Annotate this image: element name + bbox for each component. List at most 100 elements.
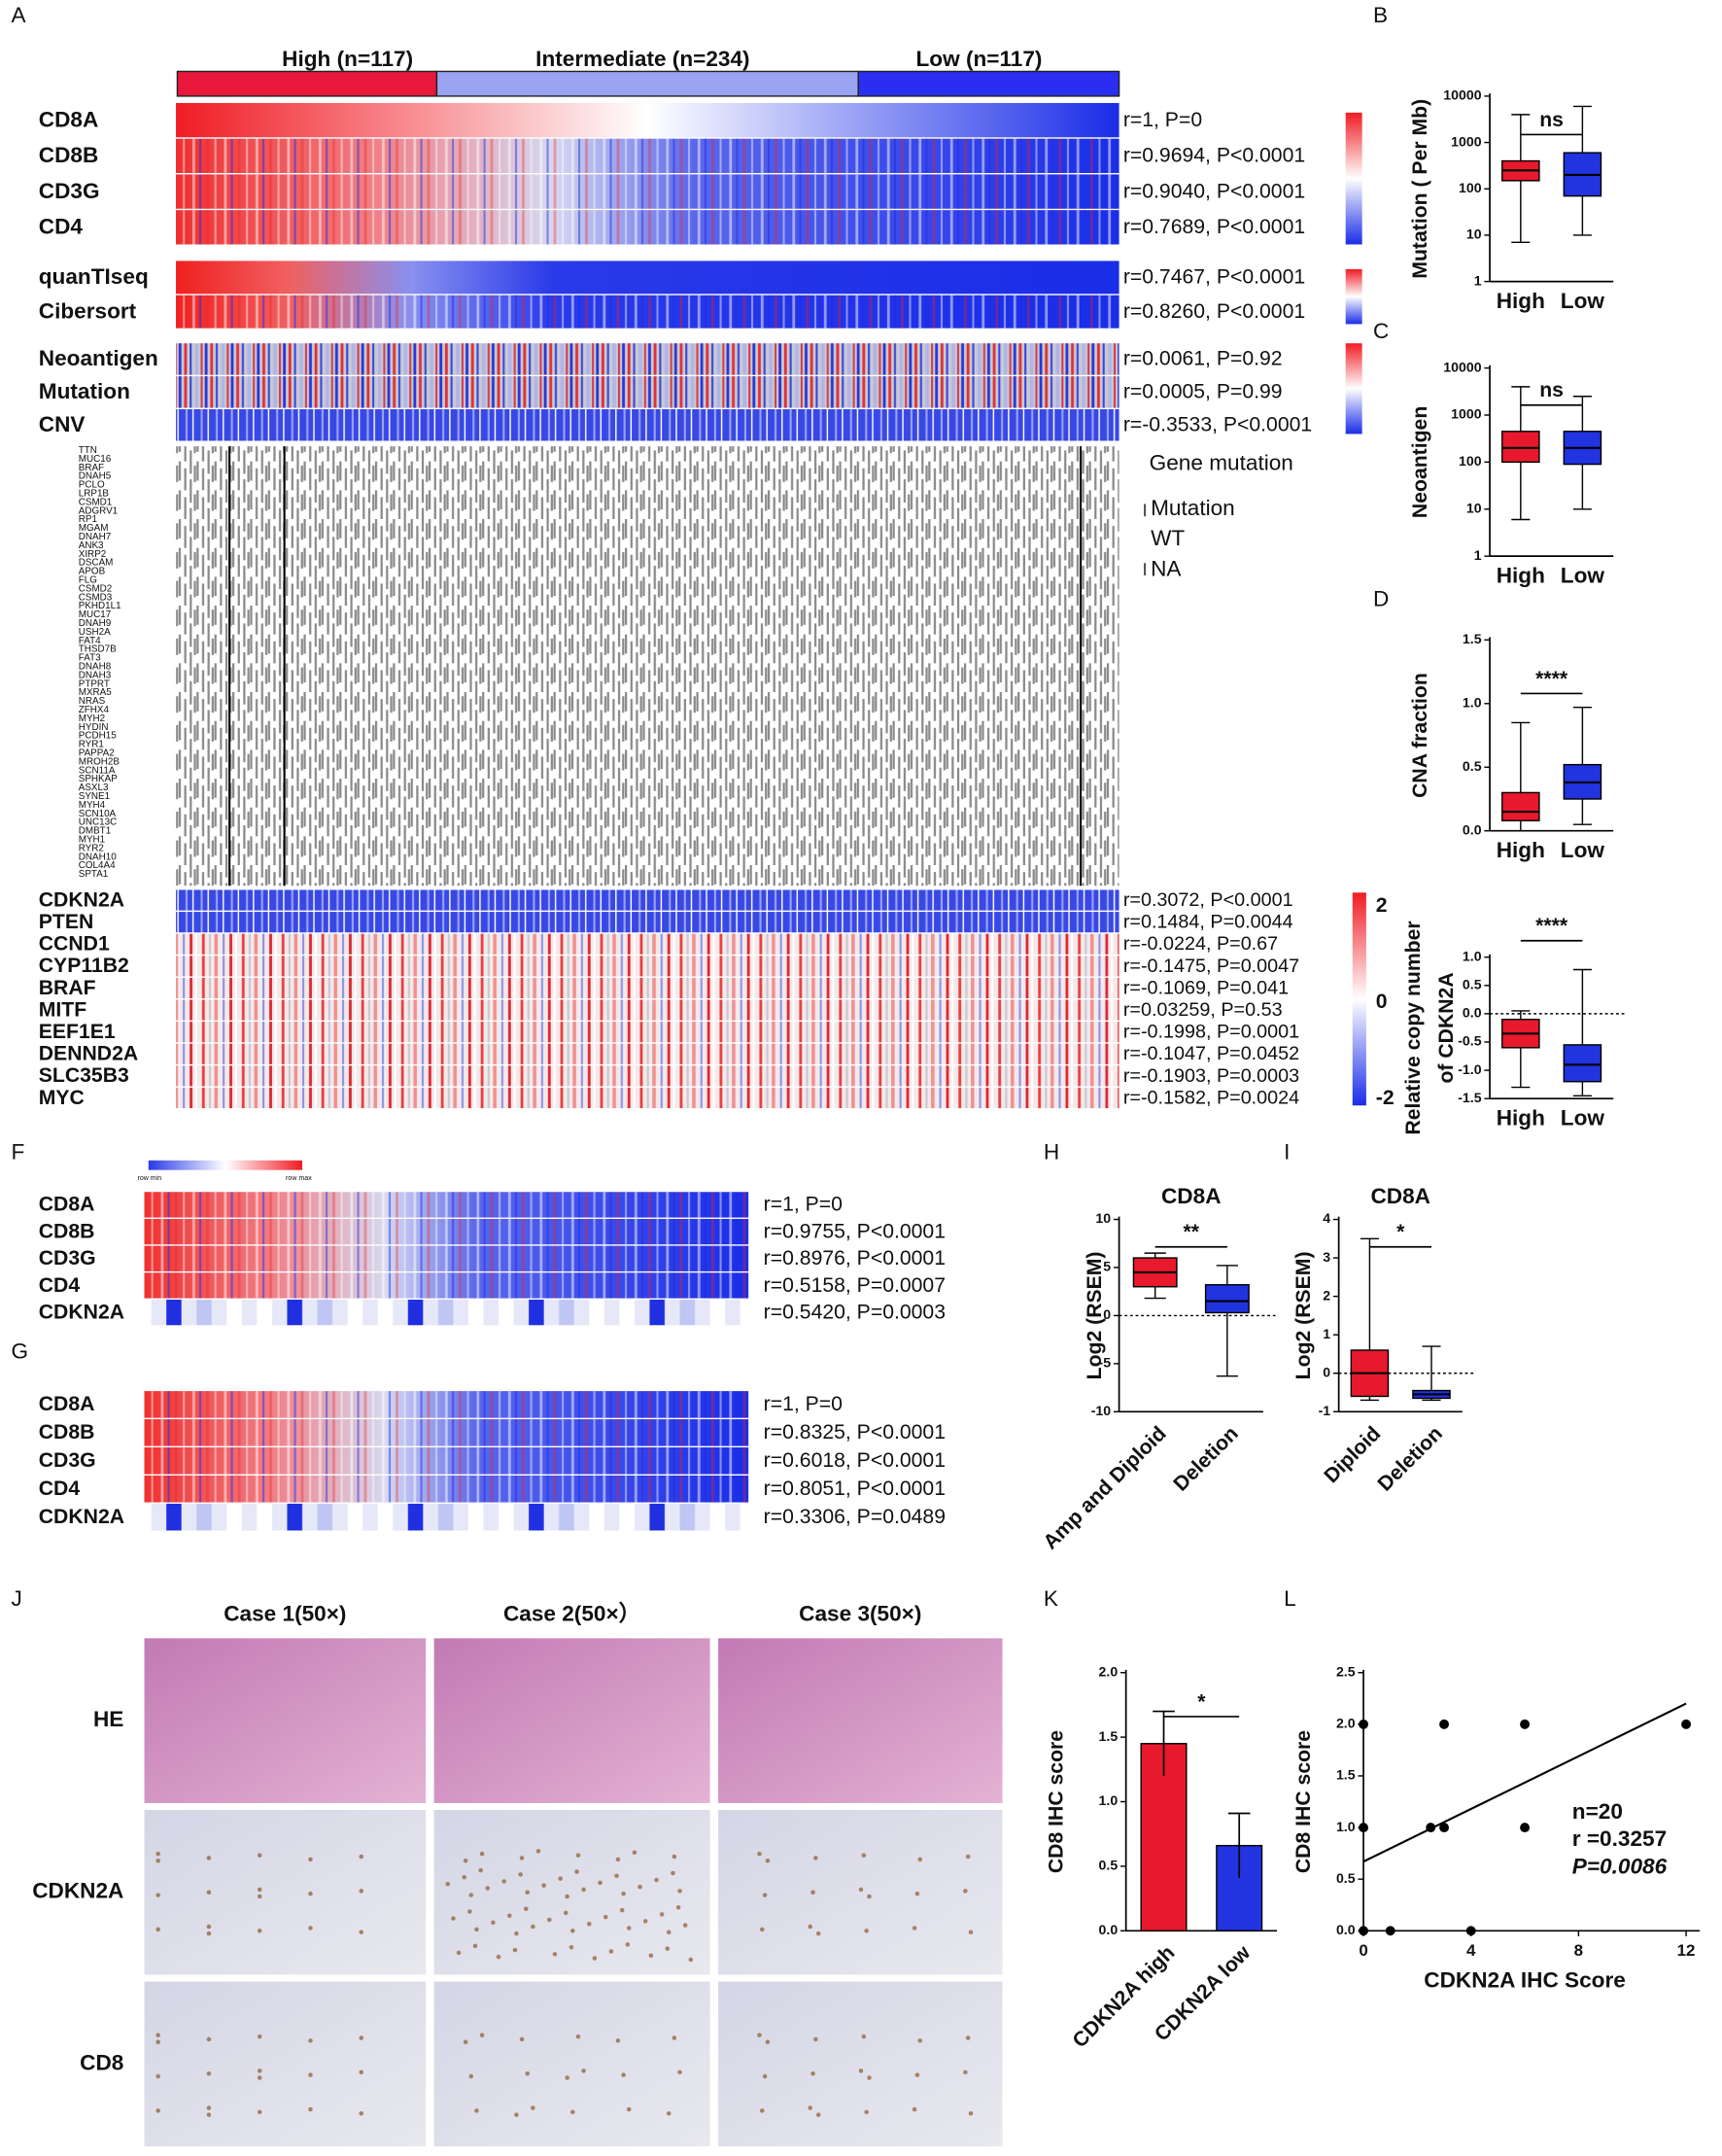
stain-dot — [621, 2072, 626, 2077]
y-tick-label: 5 — [1103, 1259, 1111, 1274]
row-stat: r=0.1484, P=0.0044 — [1123, 912, 1293, 933]
point — [1465, 1926, 1476, 1936]
heatmap-row — [176, 912, 1119, 933]
stain-dot — [552, 1952, 558, 1957]
heatmap-texture — [144, 1218, 749, 1245]
annotation: P=0.0086 — [1572, 1854, 1668, 1878]
y-tick-label: 2.0 — [1336, 1716, 1356, 1731]
legend-item: NA — [1151, 556, 1182, 580]
stain-dot — [912, 1926, 917, 1930]
gene-label: DNAH10 — [79, 852, 117, 862]
row-label: CD4 — [39, 1274, 81, 1297]
stain-dot — [155, 1893, 160, 1897]
group-bar — [857, 70, 1120, 97]
row-label: MITF — [39, 998, 86, 1021]
row-label: CD8A — [39, 107, 99, 131]
y-axis-label: CD8 IHC score — [1292, 1730, 1315, 1873]
y-tick-label: -1.5 — [1458, 1090, 1481, 1105]
gene-label: MROH2B — [79, 756, 121, 767]
mutation-matrix — [176, 446, 1119, 887]
stain-dot — [507, 1913, 512, 1919]
box — [1501, 431, 1540, 464]
stain-dot — [478, 1867, 483, 1873]
legend-label: row max — [286, 1175, 312, 1182]
y-tick-label: 0.0 — [1099, 1922, 1119, 1937]
x-tick-label: Amp and Diploid — [1039, 1422, 1170, 1553]
y-axis-label: Mutation ( Per Mb) — [1409, 99, 1431, 279]
stain-dot — [666, 1930, 672, 1934]
panel-letter: G — [12, 1339, 29, 1364]
legend-swatch — [1144, 504, 1147, 517]
stain-dot — [206, 2036, 212, 2042]
stain-dot — [815, 1930, 821, 1936]
x-tick-label: High — [1497, 289, 1545, 313]
y-axis-label: CD8 IHC score — [1046, 1730, 1068, 1873]
heatmap-texture — [176, 138, 1119, 174]
gene-label: PCLO — [79, 480, 105, 491]
gene-label: FAT3 — [79, 653, 101, 664]
stain-dot — [603, 1914, 608, 1920]
x-tick-label: High — [1497, 838, 1545, 862]
row-stat: r=1, P=0 — [764, 1393, 843, 1415]
gene-label: TTN — [79, 445, 97, 456]
heatmap-row — [176, 933, 1119, 955]
stain-dot — [501, 1879, 506, 1884]
row-label: Cibersort — [39, 298, 137, 323]
y-tick-label: 0.5 — [1463, 977, 1482, 992]
stain-dot — [648, 1953, 654, 1959]
row-label: CD3G — [39, 1247, 96, 1269]
y-axis-label: Log2 (RSEM) — [1292, 1251, 1315, 1379]
stain-dot — [762, 1893, 768, 1897]
gene-label: SCN11A — [79, 765, 116, 776]
y-tick-label: 1000 — [1451, 133, 1482, 149]
stain-dot — [867, 1894, 872, 1899]
heatmap-texture — [144, 1245, 749, 1271]
y-tick-label: 0.5 — [1463, 758, 1482, 774]
row-stat: r=-0.1903, P=0.0003 — [1123, 1065, 1299, 1087]
stain-dot — [565, 1894, 569, 1899]
gene-label: MUC16 — [79, 454, 112, 465]
legend-label: row min — [137, 1175, 161, 1182]
row-title: CD8 — [80, 2050, 123, 2074]
stain-dot — [815, 2112, 821, 2117]
legend-swatch — [1144, 563, 1147, 575]
x-tick-label: 0 — [1359, 1941, 1367, 1960]
stain-dot — [155, 1851, 160, 1857]
y-tick-label: 1.5 — [1099, 1728, 1119, 1744]
stain-dot — [359, 1889, 364, 1894]
stain-dot — [155, 2108, 160, 2113]
row-label: CD8A — [39, 1393, 95, 1415]
heatmap-row — [176, 1043, 1119, 1064]
point — [1520, 1719, 1531, 1729]
significance-label: ** — [1184, 1221, 1200, 1243]
gene-label: FLG — [79, 574, 97, 585]
y-axis-label: CNA fraction — [1409, 673, 1431, 798]
group-bar — [435, 70, 859, 97]
stain-dot — [257, 1894, 262, 1899]
stain-dot — [968, 1930, 974, 1934]
stain-dot — [808, 2105, 812, 2110]
x-tick-label: 12 — [1677, 1941, 1696, 1960]
row-label: CD8B — [39, 1220, 95, 1242]
stain-dot — [615, 1857, 621, 1862]
y-tick-label: 4 — [1323, 1210, 1330, 1226]
stain-dot — [257, 2034, 262, 2039]
stain-dot — [632, 1850, 637, 1856]
stain-dot — [574, 1869, 579, 1874]
y-tick-label: 1 — [1323, 1326, 1330, 1341]
gene-label: BRAF — [79, 463, 104, 473]
stain-dot — [861, 2034, 867, 2039]
gene-label: ZFHX4 — [79, 705, 110, 715]
row-label: SLC35B3 — [39, 1064, 129, 1087]
stain-dot — [463, 1859, 468, 1863]
significance-label: ns — [1539, 379, 1564, 401]
significance-label: * — [1396, 1221, 1405, 1243]
gene-label: DMBT1 — [79, 826, 112, 837]
row-label: CD8B — [39, 1421, 95, 1443]
x-tick-label: 8 — [1574, 1941, 1583, 1960]
heatmap-row — [176, 977, 1119, 999]
micrograph — [718, 1981, 1003, 2147]
stain-dot — [621, 1891, 626, 1896]
stain-dot — [614, 1873, 619, 1879]
gene-label: SPTA1 — [79, 869, 109, 880]
